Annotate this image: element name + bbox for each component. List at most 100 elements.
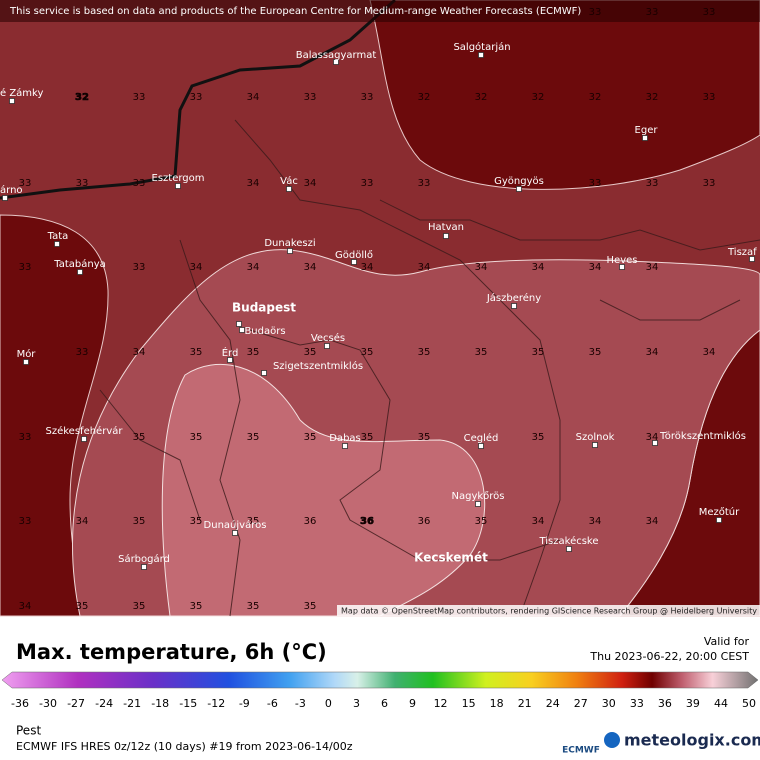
scale-label: 44 — [714, 697, 728, 710]
temperature-value: 35 — [190, 432, 203, 443]
city-dot — [652, 440, 658, 446]
scale-label: -21 — [123, 697, 141, 710]
temperature-value: 34 — [361, 262, 374, 273]
temperature-value: 35 — [589, 347, 602, 358]
temperature-value: 34 — [190, 262, 203, 273]
city-name: Heves — [607, 255, 638, 266]
temperature-value: 35 — [133, 601, 146, 612]
temperature-value: 35 — [133, 516, 146, 527]
city-dot — [749, 256, 755, 262]
city-name: Törökszentmiklós — [659, 430, 746, 442]
ecmwf-logo: ECMWF — [562, 746, 600, 756]
city-dot — [54, 241, 60, 247]
city-dot — [342, 443, 348, 449]
temperature-value: 35 — [133, 432, 146, 443]
city-name: Mezőtúr — [699, 506, 740, 518]
city-name: Esztergom — [152, 173, 205, 184]
city-name: Székesfehérvár — [46, 425, 124, 437]
scale-label: -12 — [207, 697, 225, 710]
region-name: Pest — [16, 724, 41, 738]
scale-label: -15 — [179, 697, 197, 710]
scale-label: -24 — [95, 697, 113, 710]
city-dot — [286, 186, 292, 192]
scale-label: -36 — [11, 697, 29, 710]
scale-label: -9 — [239, 697, 250, 710]
scale-label: 21 — [518, 697, 532, 710]
temperature-value: 35 — [247, 347, 260, 358]
temperature-value: 33 — [703, 7, 716, 18]
city-dot — [9, 98, 15, 104]
city-name: Gödöllő — [335, 249, 373, 261]
city-dot — [232, 530, 238, 536]
map-title: Max. temperature, 6h (°C) — [16, 640, 327, 664]
legend-panel: Max. temperature, 6h (°C) Valid for Thu … — [1, 635, 760, 756]
city-dot — [239, 327, 245, 333]
temperature-value: 34 — [646, 347, 659, 358]
temperature-value: 35 — [361, 432, 374, 443]
city-name: Balassagyarmat — [296, 50, 377, 61]
city-dot — [287, 248, 293, 254]
temperature-value: 36 — [418, 516, 431, 527]
city-name: Salgótarján — [453, 41, 510, 53]
city-dot — [324, 343, 330, 349]
city-dot — [2, 195, 8, 201]
scale-label: 18 — [490, 697, 504, 710]
temperature-value: 36 — [304, 516, 317, 527]
city-name: Vecsés — [311, 332, 345, 344]
temperature-value: 34 — [304, 178, 317, 189]
city-dot — [592, 442, 598, 448]
temperature-value: 34 — [703, 347, 716, 358]
city-name: Tatabánya — [53, 258, 106, 270]
city-name: Gyöngyös — [494, 176, 544, 187]
temperature-value: 35 — [532, 432, 545, 443]
temperature-value: 33 — [418, 178, 431, 189]
scale-label: 39 — [686, 697, 700, 710]
temperature-value: 35 — [247, 601, 260, 612]
city-dot — [511, 303, 517, 309]
temperature-value: 33 — [703, 92, 716, 103]
scale-label: 15 — [462, 697, 476, 710]
city-name: Vác — [280, 175, 298, 187]
temperature-value: 33 — [703, 178, 716, 189]
city-dot — [478, 443, 484, 449]
city-dot — [475, 501, 481, 507]
city-dot — [227, 357, 233, 363]
temperature-value: 34 — [646, 516, 659, 527]
temperature-value: 33 — [361, 178, 374, 189]
data-notice: This service is based on data and produc… — [9, 6, 581, 17]
temperature-value: 32 — [589, 92, 602, 103]
temperature-value: 33 — [19, 178, 32, 189]
city-dot — [175, 183, 181, 189]
valid-label: Valid for — [704, 635, 750, 648]
map-attribution: Map data © OpenStreetMap contributors, r… — [341, 607, 757, 616]
city-dot — [261, 370, 267, 376]
temperature-value: 33 — [304, 92, 317, 103]
temperature-value: 34 — [19, 601, 32, 612]
temperature-value: 33 — [133, 178, 146, 189]
temperature-value: 33 — [19, 432, 32, 443]
city-dot — [642, 135, 648, 141]
color-scale — [1, 671, 759, 689]
temperature-value: 34 — [646, 432, 659, 443]
scale-label: 33 — [630, 697, 644, 710]
city-name: Dabas — [329, 433, 361, 444]
city-name: Mór — [17, 348, 37, 360]
site-name[interactable]: meteologix.com — [624, 731, 760, 750]
temperature-value: 34 — [589, 516, 602, 527]
temperature-value: 35 — [304, 347, 317, 358]
temperature-value: 33 — [133, 262, 146, 273]
temperature-value: 33 — [19, 516, 32, 527]
scale-label: -3 — [295, 697, 306, 710]
scale-label: 24 — [546, 697, 560, 710]
city-dot — [236, 321, 242, 327]
city-name: árno — [0, 184, 23, 196]
scale-label: 0 — [325, 697, 332, 710]
temperature-value: 34 — [76, 516, 89, 527]
temperature-value: 32 — [532, 92, 545, 103]
temperature-value: 35 — [190, 347, 203, 358]
temperature-value: 35 — [190, 601, 203, 612]
run-info: ECMWF IFS HRES 0z/12z (10 days) #19 from… — [16, 740, 353, 753]
temperature-value: 34 — [589, 262, 602, 273]
city-dot — [443, 233, 449, 239]
